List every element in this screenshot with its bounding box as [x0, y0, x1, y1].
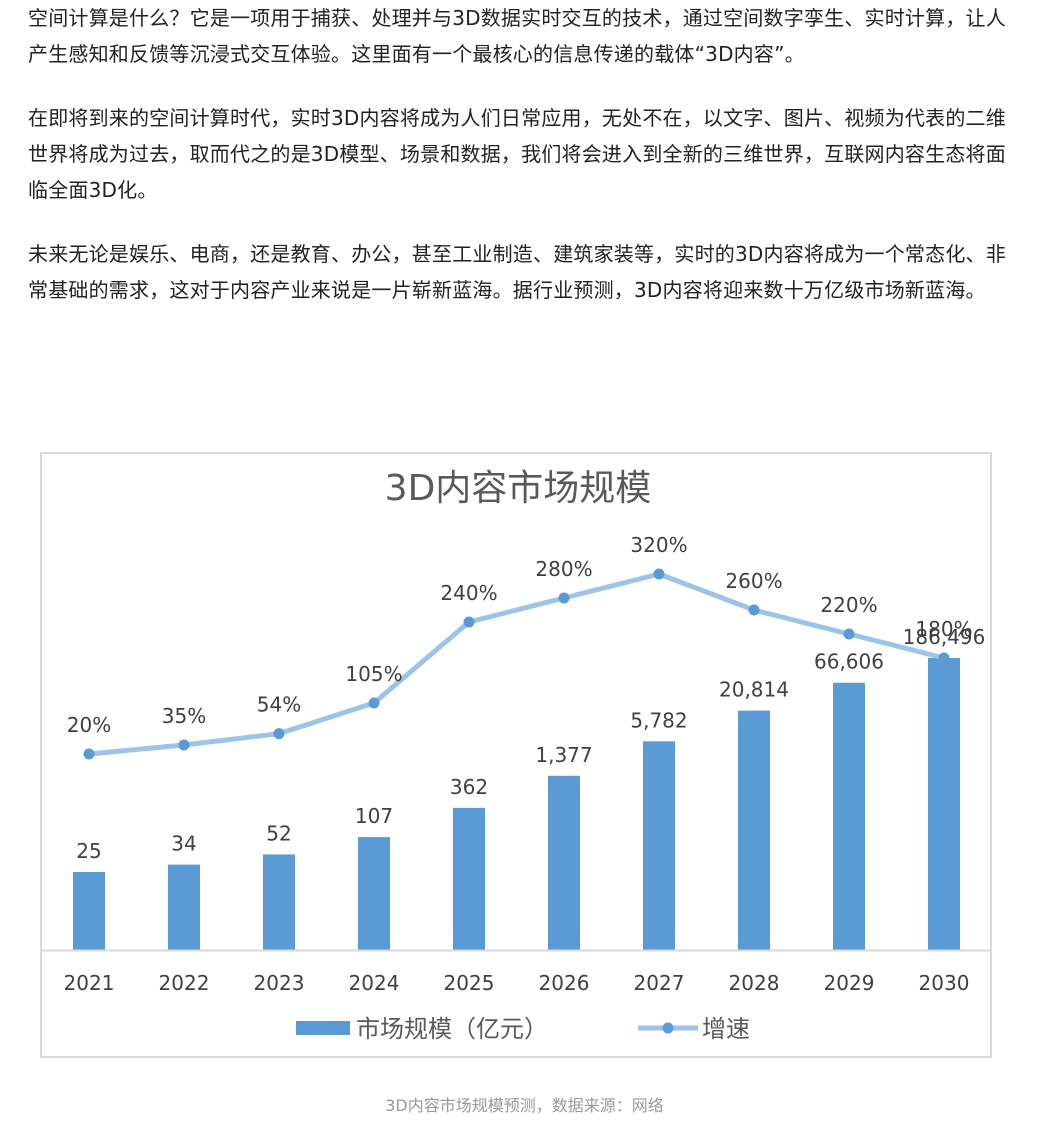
figure-caption: 3D内容市场规模预测，数据来源：网络	[385, 1096, 664, 1115]
market-size-chart: 3D内容市场规模 25 34 52 107 362 1,377 5,782 20,814 66,…	[42, 468, 992, 1043]
growth-point-2030	[938, 652, 950, 664]
x-tick-2026: 2026	[539, 971, 590, 995]
growth-label-2021: 20%	[67, 713, 111, 737]
growth-label-2027: 320%	[630, 533, 687, 557]
bar-2023	[263, 854, 295, 950]
x-tick-labels: 2021 2022 2023 2024 2025 2026 2027 2028 2029 2030	[64, 971, 970, 995]
x-tick-2022: 2022	[159, 971, 210, 995]
bar-label-2029: 66,606	[814, 650, 884, 674]
bar-2025	[453, 807, 485, 950]
growth-point-2024	[368, 697, 380, 709]
labels-layer: 25 34 52 107 362 1,377 5,782 20,814 66,606 186,49…	[67, 533, 986, 863]
article-paragraph-3: 未来无论是娱乐、电商，还是教育、办公，甚至工业制造、建筑家装等，实时的3D内容将…	[28, 242, 1006, 302]
x-tick-2025: 2025	[444, 971, 495, 995]
chart-legend: 市场规模（亿元） 增速	[296, 1015, 750, 1043]
article-paragraph-1: 空间计算是什么？它是一项用于捕获、处理并与3D数据实时交互的技术，通过空间数字孪…	[28, 6, 1006, 66]
growth-label-2022: 35%	[162, 704, 206, 728]
line-layer	[83, 568, 950, 760]
chart-frame: 3D内容市场规模 25 34 52 107 362 1,377 5,782 20,814 66,…	[40, 452, 992, 1058]
growth-point-2028	[748, 604, 760, 616]
growth-point-2029	[843, 628, 855, 640]
growth-label-2024: 105%	[345, 662, 402, 686]
bar-2030	[928, 658, 960, 950]
bar-label-2027: 5,782	[630, 708, 687, 732]
bar-label-2024: 107	[355, 804, 393, 828]
x-tick-2028: 2028	[729, 971, 780, 995]
x-tick-2027: 2027	[634, 971, 685, 995]
bars-layer	[73, 658, 960, 950]
article-body: 空间计算是什么？它是一项用于捕获、处理并与3D数据实时交互的技术，通过空间数字孪…	[28, 0, 1023, 336]
x-tick-2021: 2021	[64, 971, 115, 995]
x-tick-2029: 2029	[824, 971, 875, 995]
bar-2028	[738, 710, 770, 950]
bar-label-2026: 1,377	[535, 743, 592, 767]
bar-2021	[73, 872, 105, 950]
growth-label-2025: 240%	[440, 581, 497, 605]
growth-point-2027	[653, 568, 665, 580]
x-tick-2030: 2030	[919, 971, 970, 995]
legend-bar-label: 市场规模（亿元）	[356, 1015, 548, 1043]
x-tick-2023: 2023	[254, 971, 305, 995]
article-paragraph-2: 在即将到来的空间计算时代，实时3D内容将成为人们日常应用，无处不在，以文字、图片…	[28, 106, 1006, 202]
bar-label-2025: 362	[450, 775, 488, 799]
bar-label-2022: 34	[171, 832, 196, 856]
bar-label-2021: 25	[76, 839, 101, 863]
legend-bar-swatch	[296, 1021, 350, 1035]
bar-2026	[548, 775, 580, 950]
bar-label-2023: 52	[266, 821, 291, 845]
bar-2027	[643, 741, 675, 950]
chart-title: 3D内容市场规模	[385, 468, 652, 509]
growth-label-2023: 54%	[257, 693, 301, 717]
legend-line-label: 增速	[702, 1015, 750, 1043]
growth-point-2022	[178, 739, 190, 751]
bar-label-2030: 186,496	[903, 625, 986, 649]
bar-2029	[833, 682, 865, 950]
growth-point-2021	[83, 748, 95, 760]
growth-point-2025	[463, 616, 475, 628]
bar-label-2028: 20,814	[719, 678, 789, 702]
growth-label-2026: 280%	[535, 557, 592, 581]
bar-2022	[168, 864, 200, 950]
growth-line	[88, 571, 945, 757]
x-tick-2024: 2024	[349, 971, 400, 995]
legend-line-marker	[662, 1022, 674, 1034]
growth-label-2029: 220%	[820, 593, 877, 617]
growth-label-2030: 180%	[915, 617, 972, 641]
growth-point-2026	[558, 592, 570, 604]
bar-2024	[358, 837, 390, 950]
growth-point-2023	[273, 728, 285, 740]
growth-label-2028: 260%	[725, 569, 782, 593]
